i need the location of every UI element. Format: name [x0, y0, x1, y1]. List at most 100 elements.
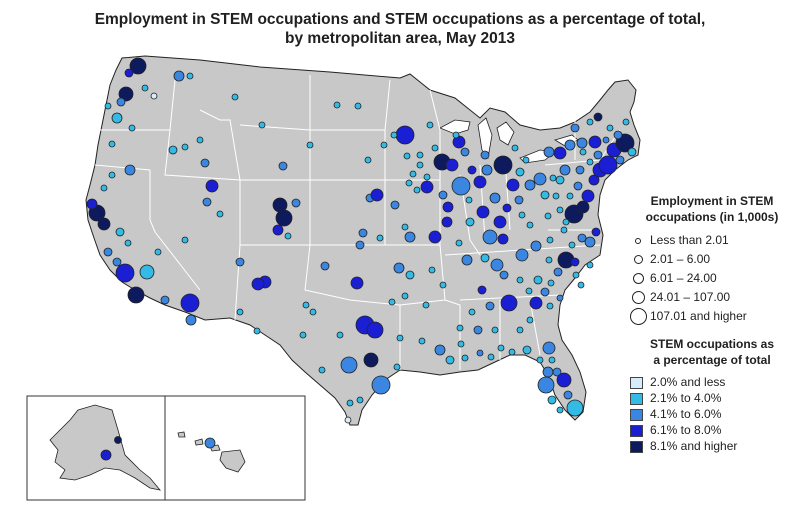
- metro-circle: [524, 179, 536, 191]
- metro-circle: [467, 165, 477, 175]
- legend-swatch: [630, 409, 643, 421]
- legend-size-label: 24.01 – 107.00: [650, 290, 731, 304]
- metro-circle: [476, 349, 484, 357]
- metro-circle: [542, 366, 554, 378]
- size-symbol-small: [628, 250, 648, 269]
- metro-circle: [465, 196, 473, 204]
- legend-size-row: 107.01 and higher: [628, 307, 796, 326]
- metro-circle: [555, 175, 565, 185]
- metro-circle: [401, 292, 409, 300]
- metro-circle: [581, 189, 595, 203]
- metro-circle: [552, 192, 560, 200]
- metro-circle: [606, 124, 614, 132]
- metro-circle: [537, 376, 555, 394]
- size-symbol-smallest: [628, 231, 648, 250]
- size-symbol-medium: [628, 269, 648, 288]
- metro-circle: [418, 337, 426, 345]
- metro-circle: [403, 152, 411, 160]
- metro-circle: [461, 354, 469, 362]
- metro-circle: [536, 356, 544, 364]
- metro-circle: [434, 344, 446, 356]
- metro-circle: [570, 123, 580, 133]
- metro-circle: [346, 399, 354, 407]
- metro-circle: [566, 192, 574, 200]
- metro-circle: [591, 227, 601, 237]
- metro-circle: [393, 262, 405, 274]
- metro-circle: [622, 118, 630, 126]
- metro-circle: [401, 223, 409, 231]
- legend-pct-title: STEM occupations as a percentage of tota…: [628, 336, 796, 368]
- legend-pct-label: 8.1% and higher: [650, 439, 738, 453]
- legend-swatch: [630, 377, 643, 389]
- metro-circle: [124, 164, 136, 176]
- metro-circle: [514, 195, 524, 205]
- legend-size-label: 2.01 – 6.00: [650, 252, 711, 266]
- metro-circle: [570, 257, 580, 267]
- great-lakes: [439, 117, 579, 164]
- metro-circle: [390, 131, 398, 139]
- metro-circle: [465, 217, 475, 227]
- metro-circle: [395, 125, 415, 145]
- metro-circle: [291, 198, 301, 208]
- metro-circle: [275, 209, 293, 227]
- alaska-landmass: [49, 404, 162, 491]
- metro-circle: [333, 101, 341, 109]
- metro-circle: [562, 218, 570, 226]
- metro-circle: [422, 301, 430, 309]
- metro-circle: [577, 281, 585, 289]
- metro-circle: [426, 121, 434, 129]
- metro-circle: [428, 266, 436, 274]
- metro-circle: [380, 141, 388, 149]
- metro-circle: [364, 156, 372, 164]
- metro-circle: [586, 261, 594, 269]
- legend-size-row: 2.01 – 6.00: [628, 250, 796, 269]
- metro-circle: [393, 363, 401, 371]
- metro-circle: [460, 147, 470, 157]
- legend-pct-title-line-2: a percentage of total: [653, 353, 771, 367]
- legend: Employment in STEM occupations (in 1,000…: [628, 193, 796, 454]
- metro-circle: [497, 344, 505, 352]
- metro-circle: [409, 170, 417, 178]
- metro-circle: [548, 356, 556, 364]
- metro-circle: [480, 253, 490, 263]
- metro-circle: [476, 205, 490, 219]
- metro-circle: [160, 295, 170, 305]
- metro-circle: [493, 215, 507, 229]
- contiguous-us-landmass: [85, 55, 641, 426]
- metro-circle: [100, 184, 108, 192]
- metro-circle: [420, 180, 434, 194]
- metro-circle: [370, 188, 384, 202]
- metro-circle: [556, 294, 564, 302]
- metro-circle: [481, 164, 493, 176]
- metro-circle: [445, 158, 459, 172]
- metro-circle: [627, 147, 637, 157]
- legend-size-title: Employment in STEM occupations (in 1,000…: [628, 193, 796, 225]
- metro-circle: [181, 236, 189, 244]
- legend-size-row: 6.01 – 24.00: [628, 269, 796, 288]
- metro-circle: [251, 277, 265, 291]
- metro-circle: [200, 158, 210, 168]
- legend-pct-row: 6.1% to 8.0%: [628, 422, 796, 438]
- metro-circle: [500, 294, 518, 312]
- metro-circle: [468, 308, 476, 316]
- metro-circle: [576, 200, 590, 214]
- metro-circle: [438, 190, 448, 200]
- metro-circle: [613, 130, 623, 140]
- metro-circle: [129, 57, 147, 75]
- metro-circle: [405, 270, 415, 280]
- metro-circle: [491, 326, 499, 334]
- legend-swatch: [630, 425, 643, 437]
- metro-circle: [515, 167, 525, 177]
- metro-circle: [186, 72, 194, 80]
- metro-circle: [566, 399, 584, 417]
- metro-circle: [154, 248, 162, 256]
- metro-circle: [576, 137, 588, 149]
- metro-circle: [522, 345, 532, 355]
- legend-size-row: Less than 2.01: [628, 231, 796, 250]
- metro-circle: [473, 175, 487, 189]
- legend-size-label: Less than 2.01: [650, 233, 729, 247]
- metro-circle: [526, 316, 534, 324]
- metro-circle: [278, 161, 288, 171]
- legend-size-title-line-1: Employment in STEM: [650, 194, 774, 208]
- metro-circle: [588, 135, 602, 149]
